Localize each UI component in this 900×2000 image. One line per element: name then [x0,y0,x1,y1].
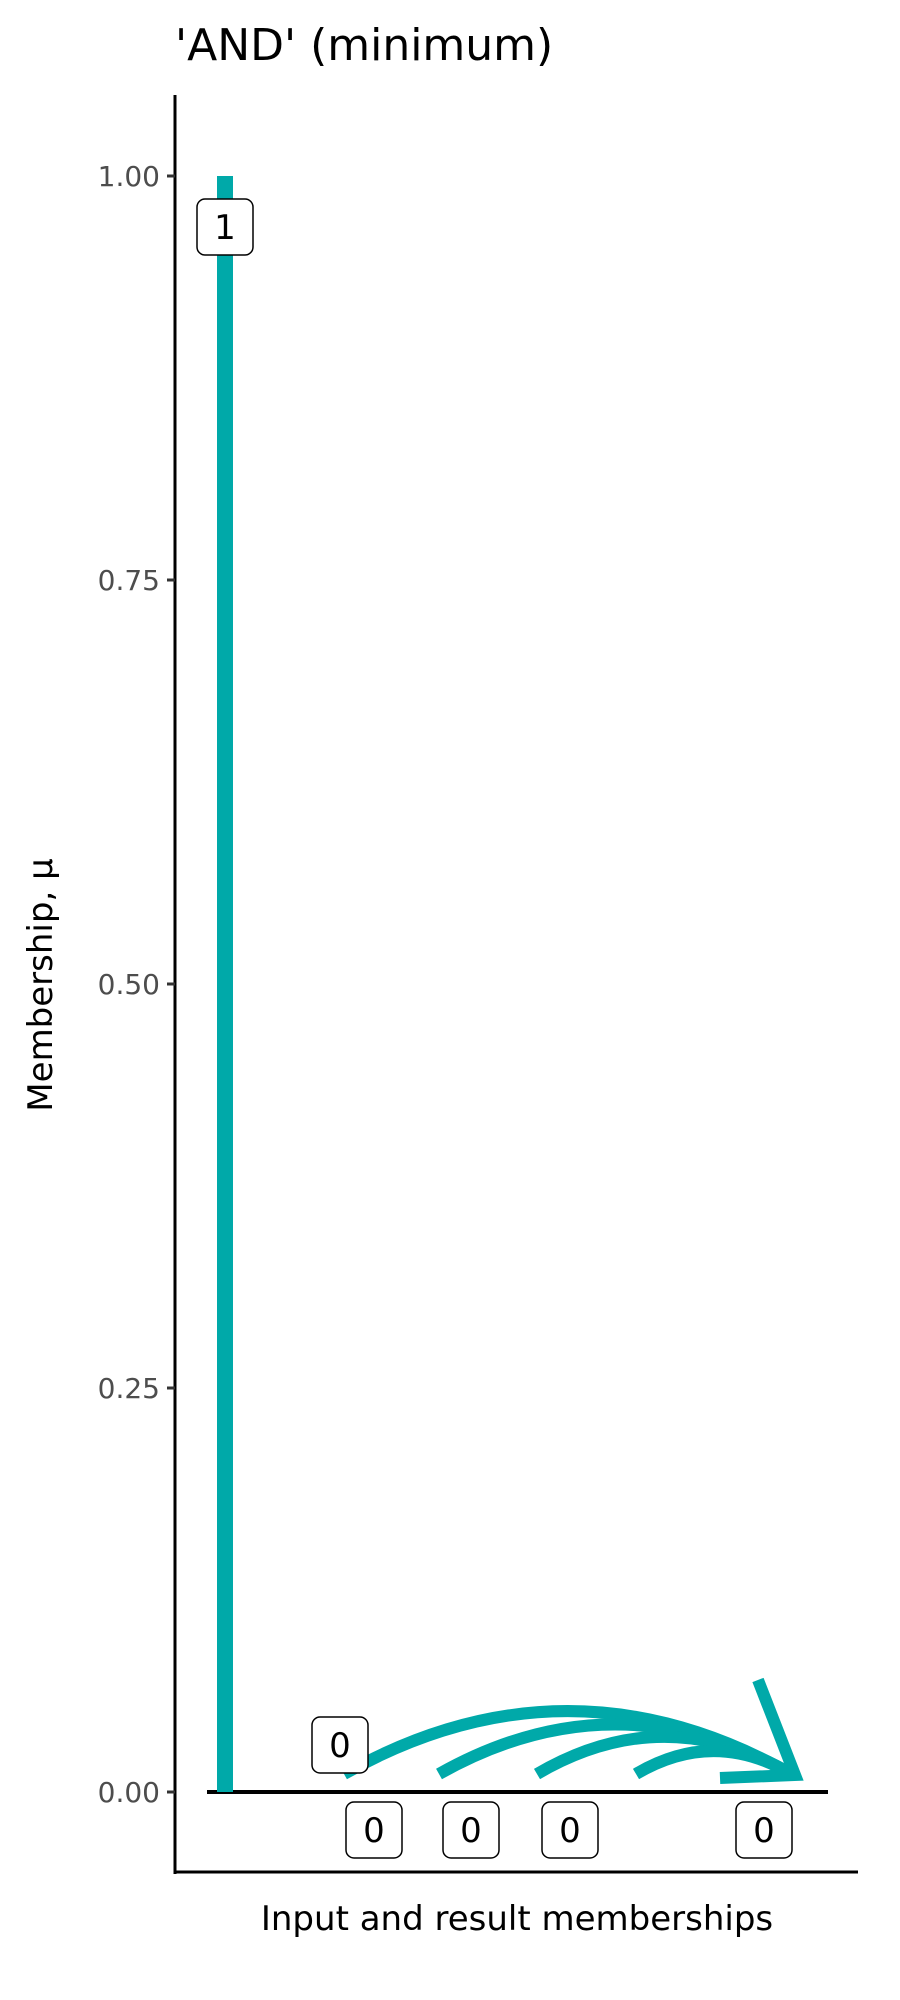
data-label: 0 [311,1716,369,1774]
svg-text:0: 0 [559,1811,581,1851]
svg-text:0: 0 [753,1811,775,1851]
y-tick-label: 1.00 [98,160,160,193]
svg-text:0: 0 [363,1811,385,1851]
input-label: 0 [345,1801,403,1859]
svg-text:1: 1 [214,208,236,248]
y-tick-label: 0.75 [98,564,160,597]
x-axis-label: Input and result memberships [261,1899,773,1939]
y-axis-label: Membership, μ [21,858,61,1111]
result-label: 0 [735,1801,793,1859]
bar-label: 1 [196,198,254,256]
input-arrow [632,1745,797,1781]
arrow-head [719,1677,804,1784]
svg-text:0: 0 [329,1726,351,1766]
y-tick-label: 0.50 [98,968,160,1001]
chart-title: 'AND' (minimum) [175,20,553,71]
svg-text:0: 0 [460,1811,482,1851]
y-tick-label: 0.00 [98,1776,160,1809]
y-tick-label: 0.25 [98,1372,160,1405]
input-label: 0 [442,1801,500,1859]
input-label: 0 [541,1801,599,1859]
